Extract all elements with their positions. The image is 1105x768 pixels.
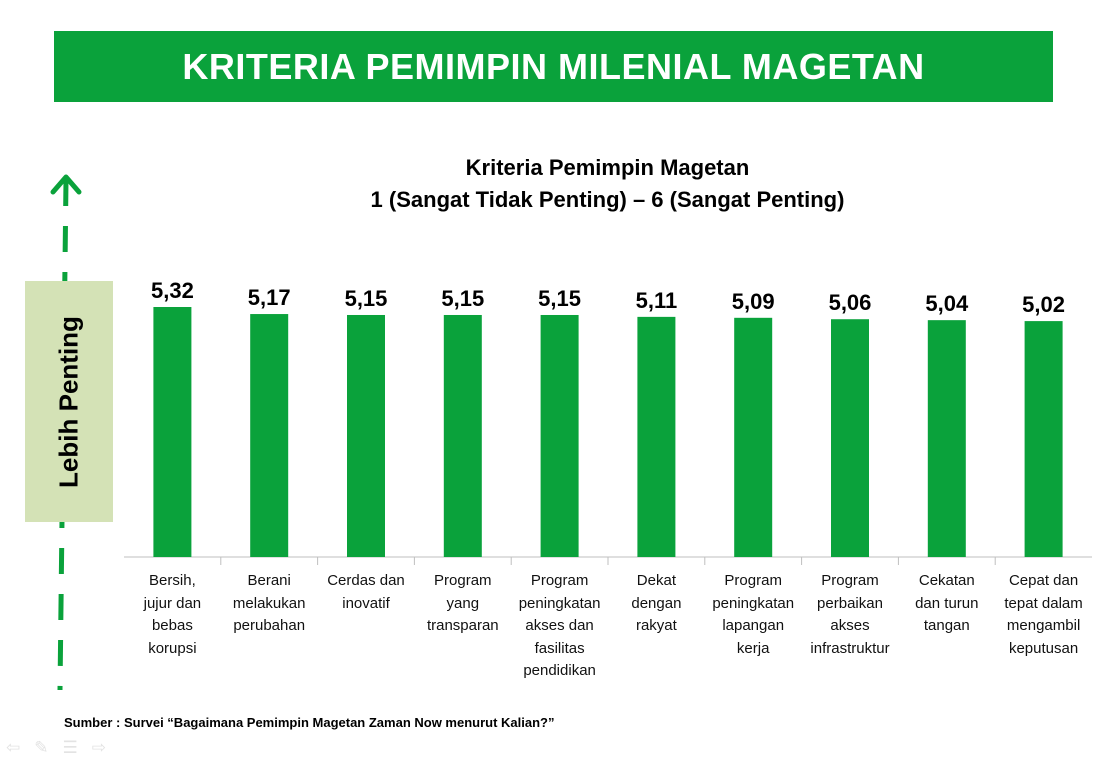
category-label-line: dengan: [631, 594, 682, 612]
category-label-line: korupsi: [148, 639, 197, 657]
category-label-line: Cerdas dan: [327, 572, 405, 589]
category-label: Berani melakukan perubahan: [221, 570, 318, 638]
bar: [540, 314, 579, 557]
bar: [1024, 321, 1063, 557]
category-label: Dekat dengan rakyat: [608, 570, 705, 638]
category-label-line: yang: [446, 594, 480, 612]
pen-icon[interactable]: ✎: [34, 738, 49, 757]
bar: [637, 316, 676, 557]
category-label-line: perubahan: [233, 617, 306, 634]
side-label-box: Lebih Penting: [25, 281, 113, 522]
bar: [250, 314, 289, 557]
category-label: Cerdas dan inovatif: [318, 570, 415, 615]
category-label: Program peningkatan lapangan kerja: [705, 570, 802, 660]
slide-nav: ⇦ ✎ ☰ ⇨: [6, 738, 106, 758]
category-label-line: kerja: [736, 639, 770, 657]
data-label: 5,02: [1022, 292, 1065, 317]
data-label: 5,06: [829, 290, 872, 315]
category-label-line: fasilitas: [534, 639, 585, 657]
category-label-line: tepat dalam: [1004, 594, 1083, 612]
category-label-line: dan turun: [915, 594, 979, 612]
chart-subtitle: 1 (Sangat Tidak Penting) – 6 (Sangat Pen…: [370, 187, 845, 212]
data-label: 5,04: [925, 291, 969, 316]
category-label-line: Bersih,: [149, 572, 196, 589]
category-label-line: Program: [821, 572, 879, 589]
banner-title: KRITERIA PEMIMPIN MILENIAL MAGETAN: [182, 45, 925, 87]
category-label-line: transparan: [426, 617, 499, 634]
category-label: Cekatan dan turun tangan: [898, 570, 995, 638]
category-label-line: Program: [724, 572, 782, 589]
category-label-line: rakyat: [635, 617, 677, 634]
chart-title: Kriteria Pemimpin Magetan: [465, 155, 750, 180]
category-label-line: bebas: [151, 617, 193, 634]
category-label-line: peningkatan: [712, 594, 795, 612]
category-label-line: Berani: [247, 572, 291, 589]
data-label: 5,09: [732, 289, 775, 314]
category-label-line: akses dan: [525, 617, 594, 634]
category-label-line: Program: [434, 572, 492, 589]
category-label-line: tangan: [923, 617, 970, 634]
bar: [347, 314, 385, 557]
category-label-line: melakukan: [232, 594, 306, 612]
category-label-line: Cekatan: [918, 572, 975, 589]
category-label: Program peningkatan akses dan fasilitas pend…: [511, 570, 608, 683]
bar: [831, 319, 869, 557]
data-label: 5,11: [636, 288, 678, 313]
category-label: Program yang transparan: [414, 570, 511, 638]
data-label: 5,15: [538, 286, 581, 311]
category-label: Program perbaikan akses infrastruktur: [802, 570, 899, 660]
bar: [443, 314, 482, 557]
chart-title-block: Kriteria Pemimpin Magetan 1 (Sangat Tida…: [280, 152, 935, 216]
data-label: 5,15: [345, 286, 388, 311]
menu-icon[interactable]: ☰: [62, 738, 78, 757]
category-label-line: Program: [530, 572, 589, 589]
category-label-line: peningkatan: [518, 594, 601, 612]
category-label-line: mengambil: [1006, 617, 1081, 634]
category-label-line: inovatif: [342, 594, 390, 612]
bar: [927, 320, 966, 557]
bar: [734, 317, 773, 557]
category-label-line: perbaikan: [817, 594, 883, 612]
category-label-line: jujur dan: [143, 594, 202, 612]
title-banner: KRITERIA PEMIMPIN MILENIAL MAGETAN: [54, 31, 1053, 102]
category-label-line: akses: [830, 617, 870, 634]
category-label-line: keputusan: [1008, 639, 1079, 657]
category-label-line: Cepat dan: [1008, 572, 1079, 589]
source-note: Sumber : Survei “Bagaimana Pemimpin Mage…: [64, 715, 555, 730]
category-label-line: pendidikan: [523, 662, 596, 679]
category-label: Cepat dan tepat dalam mengambil keputusan: [995, 570, 1092, 660]
category-label: Bersih, jujur dan bebas korupsi: [124, 570, 221, 660]
previous-arrow-icon[interactable]: ⇦: [6, 738, 21, 757]
data-label: 5,15: [441, 286, 484, 311]
category-label-line: lapangan: [722, 617, 785, 634]
data-label: 5,17: [248, 285, 291, 310]
bar: [153, 307, 192, 557]
category-label-line: infrastruktur: [810, 639, 890, 657]
category-label-line: Dekat: [636, 572, 676, 589]
data-label: 5,32: [151, 278, 194, 303]
next-arrow-icon[interactable]: ⇨: [91, 738, 106, 757]
